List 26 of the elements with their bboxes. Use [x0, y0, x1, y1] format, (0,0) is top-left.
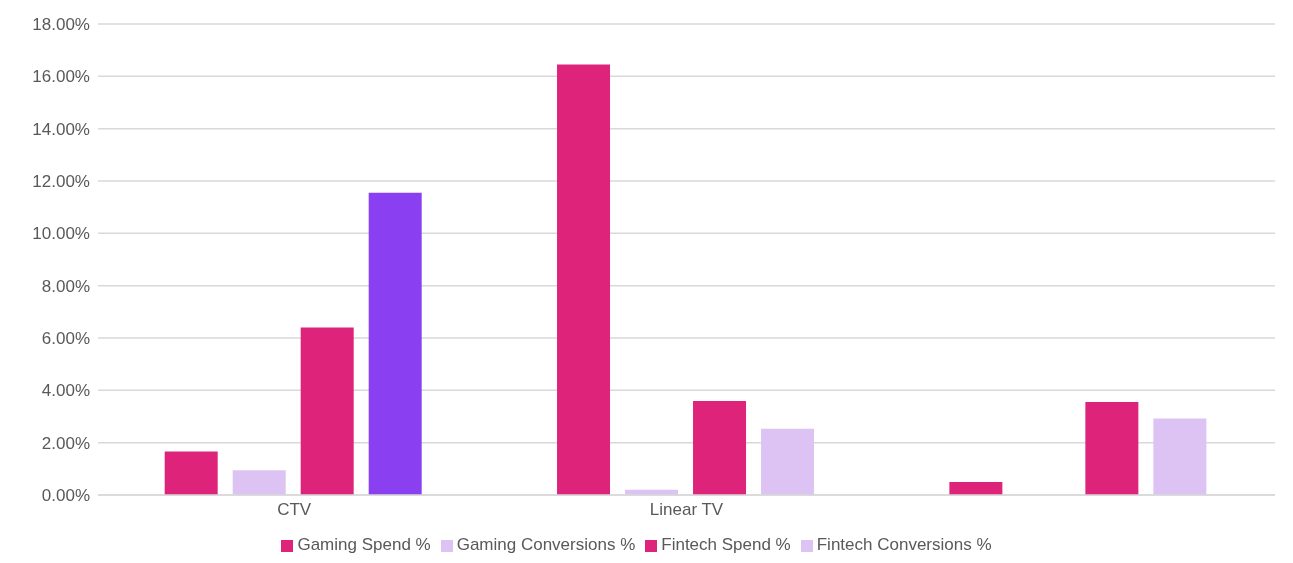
- legend-label: Gaming Spend %: [297, 535, 431, 554]
- bar: [300, 327, 354, 495]
- bar: [693, 401, 747, 495]
- y-tick-label: 4.00%: [41, 381, 90, 401]
- y-tick-label: 12.00%: [32, 172, 90, 192]
- y-tick-label: 6.00%: [41, 329, 90, 349]
- y-tick-label: 2.00%: [41, 433, 90, 453]
- bar: [164, 451, 218, 495]
- legend-label: Gaming Conversions %: [456, 535, 636, 554]
- bar: [761, 428, 815, 495]
- y-tick-label: 18.00%: [32, 15, 90, 35]
- y-tick-label: 0.00%: [41, 486, 90, 506]
- legend-label: Fintech Conversions %: [816, 535, 992, 554]
- bar: [368, 192, 422, 495]
- y-tick-label: 14.00%: [32, 119, 90, 139]
- bar: [557, 64, 611, 495]
- bar: [232, 470, 286, 495]
- x-tick-label: Linear TV: [649, 500, 724, 520]
- y-tick-label: 10.00%: [32, 224, 90, 244]
- bar: [1153, 418, 1207, 495]
- y-tick-label: 16.00%: [32, 67, 90, 87]
- x-tick-label: CTV: [277, 500, 312, 520]
- bar: [949, 481, 1003, 495]
- bar: [1085, 402, 1139, 495]
- y-tick-label: 8.00%: [41, 276, 90, 296]
- legend-label: Fintech Spend %: [661, 535, 791, 554]
